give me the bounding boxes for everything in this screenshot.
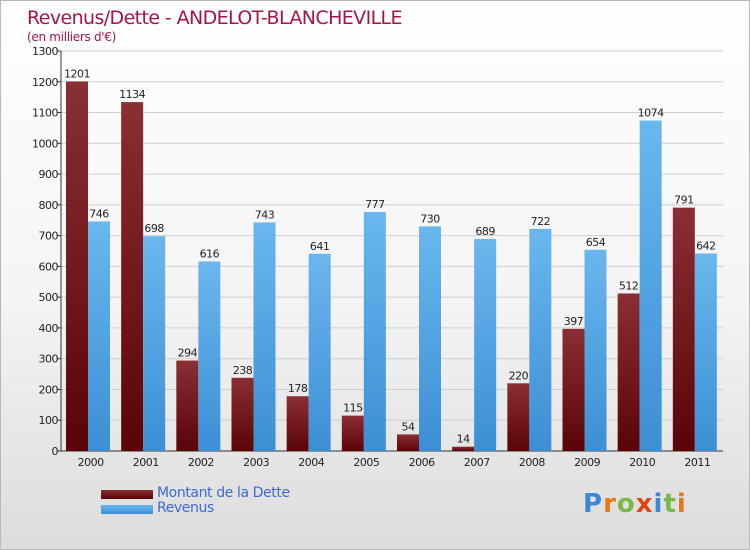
- bar-dette: [672, 207, 695, 451]
- x-tick-label: 2008: [519, 456, 545, 469]
- bar-revenus: [308, 253, 331, 451]
- value-label-dette: 238: [233, 364, 253, 377]
- value-label-dette: 294: [178, 347, 198, 360]
- bar-revenus: [419, 226, 441, 451]
- legend-label-revenus: Revenus: [157, 500, 214, 516]
- x-tick-label: 2003: [243, 456, 269, 469]
- bar-dette: [562, 328, 585, 451]
- bar-revenus: [198, 261, 221, 451]
- y-tick-label: 1200: [32, 76, 58, 89]
- y-tick-label: 800: [39, 199, 59, 212]
- x-tick-label: 2005: [353, 456, 379, 469]
- y-tick-label: 900: [39, 168, 59, 181]
- value-label-revenus: 730: [420, 212, 440, 225]
- bar-dette: [617, 293, 640, 451]
- value-label-revenus: 689: [475, 225, 495, 238]
- bar-revenus: [363, 211, 386, 451]
- logo-letter: r: [603, 489, 617, 519]
- x-tick-label: 2006: [409, 456, 435, 469]
- y-tick-label: 1000: [32, 137, 58, 150]
- value-label-dette: 1201: [64, 67, 90, 80]
- bar-dette: [397, 434, 419, 451]
- bar-dette: [176, 360, 199, 451]
- value-label-dette: 397: [564, 315, 584, 328]
- value-label-dette: 512: [619, 279, 639, 292]
- logo-letter: x: [635, 489, 654, 519]
- value-label-revenus: 777: [365, 198, 385, 211]
- value-label-revenus: 654: [586, 236, 606, 249]
- value-label-revenus: 616: [200, 247, 220, 260]
- x-tick-label: 2010: [629, 456, 655, 469]
- bar-dette: [286, 396, 309, 451]
- axes: 0 100 200 300 400 500 600 700 800 900 1000 1100 1200…: [32, 45, 723, 469]
- x-tick-label: 2011: [684, 456, 710, 469]
- value-label-revenus: 1074: [638, 107, 664, 120]
- y-tick-label: 0: [52, 445, 59, 458]
- bar-dette: [452, 446, 475, 451]
- bar-dette: [507, 383, 530, 451]
- x-tick-label: 2007: [464, 456, 490, 469]
- bar-dette: [121, 102, 144, 452]
- logo-letter: t: [663, 489, 677, 519]
- value-label-revenus: 698: [144, 222, 164, 235]
- x-tick-label: 2000: [78, 456, 104, 469]
- value-label-dette: 54: [402, 420, 415, 433]
- chart-subtitle: (en milliers d'€): [27, 30, 117, 44]
- value-label-dette: 178: [288, 382, 308, 395]
- y-tick-label: 200: [39, 383, 59, 396]
- bar-dette: [231, 377, 254, 451]
- value-label-revenus: 642: [696, 239, 716, 252]
- y-tick-label: 500: [39, 291, 59, 304]
- bar-revenus: [584, 249, 607, 451]
- value-label-dette: 14: [457, 433, 470, 446]
- value-label-dette: 115: [343, 402, 363, 415]
- x-tick-label: 2002: [188, 456, 214, 469]
- legend-swatch-revenus: [101, 505, 153, 514]
- bar-revenus: [88, 221, 110, 451]
- value-label-revenus: 746: [89, 207, 109, 220]
- proxiti-logo: Proxiti: [583, 489, 687, 519]
- bar-revenus: [529, 228, 552, 451]
- value-label-revenus: 641: [310, 240, 330, 253]
- value-label-revenus: 722: [531, 215, 551, 228]
- logo-letter: P: [583, 489, 604, 519]
- bar-dette: [341, 415, 364, 451]
- chart-title: Revenus/Dette - ANDELOT-BLANCHEVILLE: [27, 7, 403, 29]
- grid-lines: [61, 50, 723, 421]
- y-tick-label: 1100: [32, 107, 58, 120]
- value-labels: 1201 746 1134 698 294 616 238 743 178 641 115 777 54…: [64, 67, 716, 445]
- x-tick-label: 2004: [298, 456, 324, 469]
- bar-revenus: [474, 239, 497, 451]
- bar-revenus: [694, 253, 717, 451]
- legend-swatch-dette: [101, 490, 153, 499]
- value-label-dette: 791: [674, 194, 694, 207]
- x-tick-label: 2001: [133, 456, 159, 469]
- y-tick-label: 100: [39, 414, 59, 427]
- bars: [66, 81, 717, 452]
- y-tick-label: 700: [39, 230, 59, 243]
- bar-revenus: [253, 222, 276, 451]
- y-tick-label: 600: [39, 260, 59, 273]
- x-tick-label: 2009: [574, 456, 600, 469]
- legend-label-dette: Montant de la Dette: [157, 485, 290, 501]
- y-tick-label: 1300: [32, 45, 58, 58]
- logo-letter: o: [616, 489, 636, 519]
- value-label-dette: 220: [509, 369, 529, 382]
- value-label-dette: 1134: [119, 88, 145, 101]
- value-label-revenus: 743: [255, 208, 275, 221]
- logo-letter: i: [676, 489, 687, 519]
- y-tick-label: 400: [39, 322, 59, 335]
- bar-dette: [66, 81, 88, 451]
- bar-revenus: [639, 120, 662, 452]
- y-tick-label: 300: [39, 353, 59, 366]
- bar-revenus: [143, 236, 166, 451]
- logo-letter: i: [653, 489, 664, 519]
